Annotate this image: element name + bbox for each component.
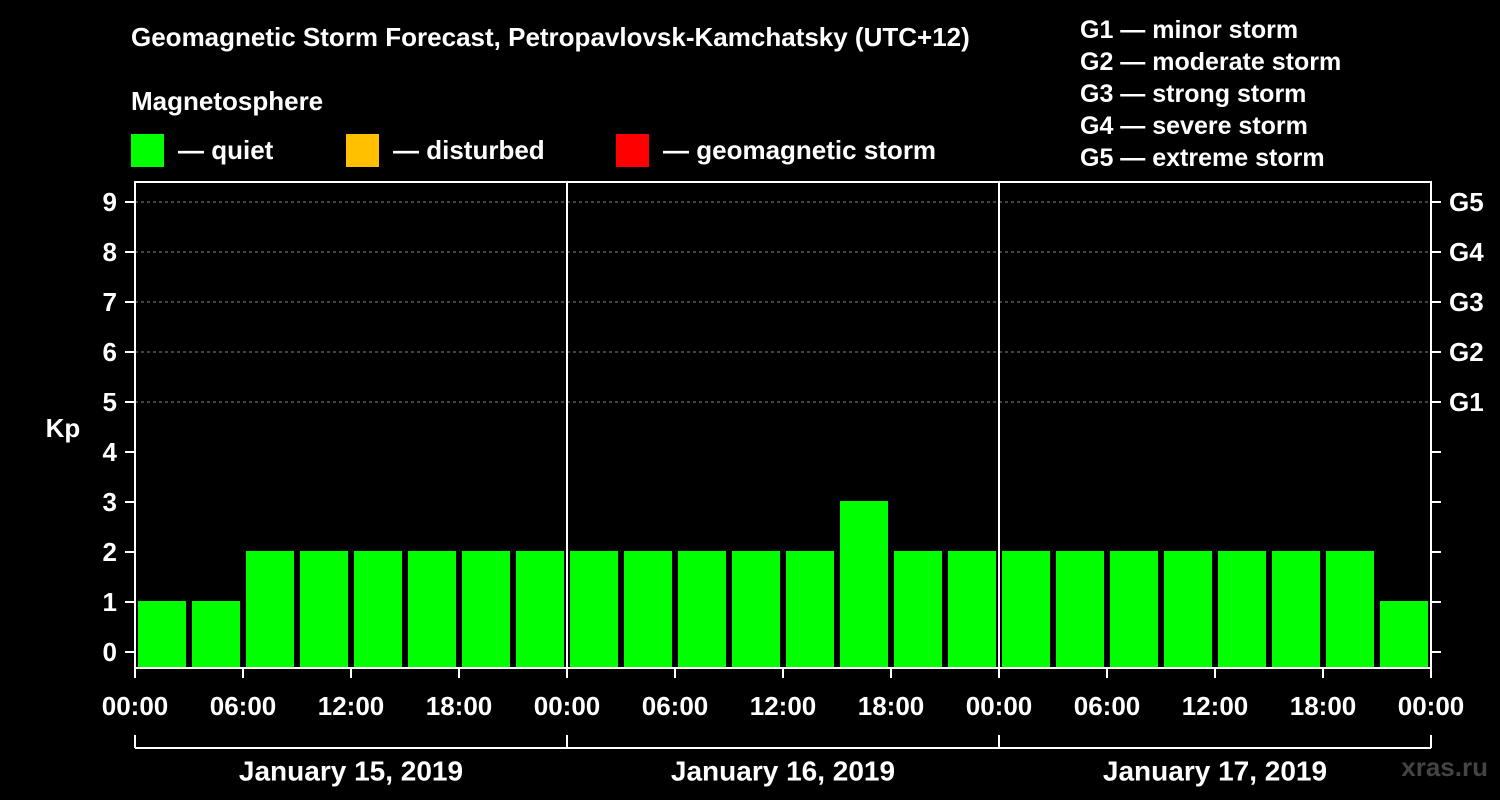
y-tick-label-2: 2 <box>103 537 117 567</box>
legend-item-disturbed: — disturbed <box>346 133 545 167</box>
watermark: xras.ru <box>1401 752 1488 782</box>
bar-1 <box>192 601 240 668</box>
bar-11 <box>732 551 780 668</box>
bar-0 <box>138 601 186 668</box>
right-label-G1: G1 <box>1449 387 1484 417</box>
bar-12 <box>786 551 834 668</box>
bar-9 <box>624 551 672 668</box>
bar-21 <box>1272 551 1320 668</box>
bar-18 <box>1110 551 1158 668</box>
bar-10 <box>678 551 726 668</box>
x-tick-label-3: 18:00 <box>426 691 493 721</box>
bar-14 <box>894 551 942 668</box>
x-tick-label-8: 00:00 <box>966 691 1033 721</box>
chart-title: Geomagnetic Storm Forecast, Petropavlovs… <box>131 22 970 52</box>
legend-item-quiet: — quiet <box>131 133 273 167</box>
x-tick-label-7: 18:00 <box>858 691 925 721</box>
x-tick-label-11: 18:00 <box>1290 691 1357 721</box>
storm-level-g5: G5 — extreme storm <box>1080 144 1325 172</box>
bar-6 <box>462 551 510 668</box>
y-axis-label: Kp <box>46 413 81 443</box>
x-tick-label-2: 12:00 <box>318 691 385 721</box>
bar-22 <box>1326 551 1374 668</box>
legend-swatch-quiet <box>131 133 164 167</box>
x-tick-label-9: 06:00 <box>1074 691 1141 721</box>
bar-2 <box>246 551 294 668</box>
bar-5 <box>408 551 456 668</box>
bar-20 <box>1218 551 1266 668</box>
day-label-2: January 17, 2019 <box>1103 756 1327 787</box>
x-tick-label-4: 00:00 <box>534 691 601 721</box>
right-label-G2: G2 <box>1449 337 1484 367</box>
bar-23 <box>1380 601 1428 668</box>
bar-3 <box>300 551 348 668</box>
legend-item-storm: — geomagnetic storm <box>616 133 936 167</box>
y-tick-label-0: 0 <box>103 637 117 667</box>
x-tick-label-10: 12:00 <box>1182 691 1249 721</box>
legend-swatch-disturbed <box>346 133 379 167</box>
legend-label-quiet: — quiet <box>178 134 274 165</box>
y-tick-label-8: 8 <box>103 237 117 267</box>
right-label-G4: G4 <box>1449 237 1484 267</box>
bar-16 <box>1002 551 1050 668</box>
y-tick-label-5: 5 <box>103 387 117 417</box>
y-tick-label-3: 3 <box>103 487 117 517</box>
day-label-1: January 16, 2019 <box>671 756 895 787</box>
x-tick-label-0: 00:00 <box>102 691 169 721</box>
storm-level-g3: G3 — strong storm <box>1080 80 1307 108</box>
storm-level-g1: G1 — minor storm <box>1080 16 1299 44</box>
legend-swatch-storm <box>616 133 649 167</box>
x-tick-label-12: 00:00 <box>1398 691 1465 721</box>
y-tick-label-7: 7 <box>103 287 117 317</box>
y-tick-label-4: 4 <box>103 437 118 467</box>
y-tick-label-6: 6 <box>103 337 117 367</box>
bar-19 <box>1164 551 1212 668</box>
storm-level-list: G1 — minor storm G2 — moderate storm G3 … <box>1080 14 1341 174</box>
bar-17 <box>1056 551 1104 668</box>
right-label-G5: G5 <box>1449 187 1484 217</box>
x-tick-label-1: 06:00 <box>210 691 277 721</box>
y-tick-label-1: 1 <box>103 587 117 617</box>
storm-level-g4: G4 — severe storm <box>1080 112 1308 140</box>
legend-label-disturbed: — disturbed <box>393 134 545 165</box>
right-label-G3: G3 <box>1449 287 1484 317</box>
x-tick-label-6: 12:00 <box>750 691 817 721</box>
magnetosphere-label: Magnetosphere <box>131 86 324 116</box>
day-label-0: January 15, 2019 <box>239 756 463 787</box>
bar-7 <box>516 551 564 668</box>
storm-level-g2: G2 — moderate storm <box>1080 48 1342 76</box>
bar-8 <box>570 551 618 668</box>
legend-label-storm: — geomagnetic storm <box>663 134 937 165</box>
bar-13 <box>840 501 888 668</box>
y-tick-label-9: 9 <box>103 187 117 217</box>
bar-15 <box>948 551 996 668</box>
x-tick-label-5: 06:00 <box>642 691 709 721</box>
bar-4 <box>354 551 402 668</box>
